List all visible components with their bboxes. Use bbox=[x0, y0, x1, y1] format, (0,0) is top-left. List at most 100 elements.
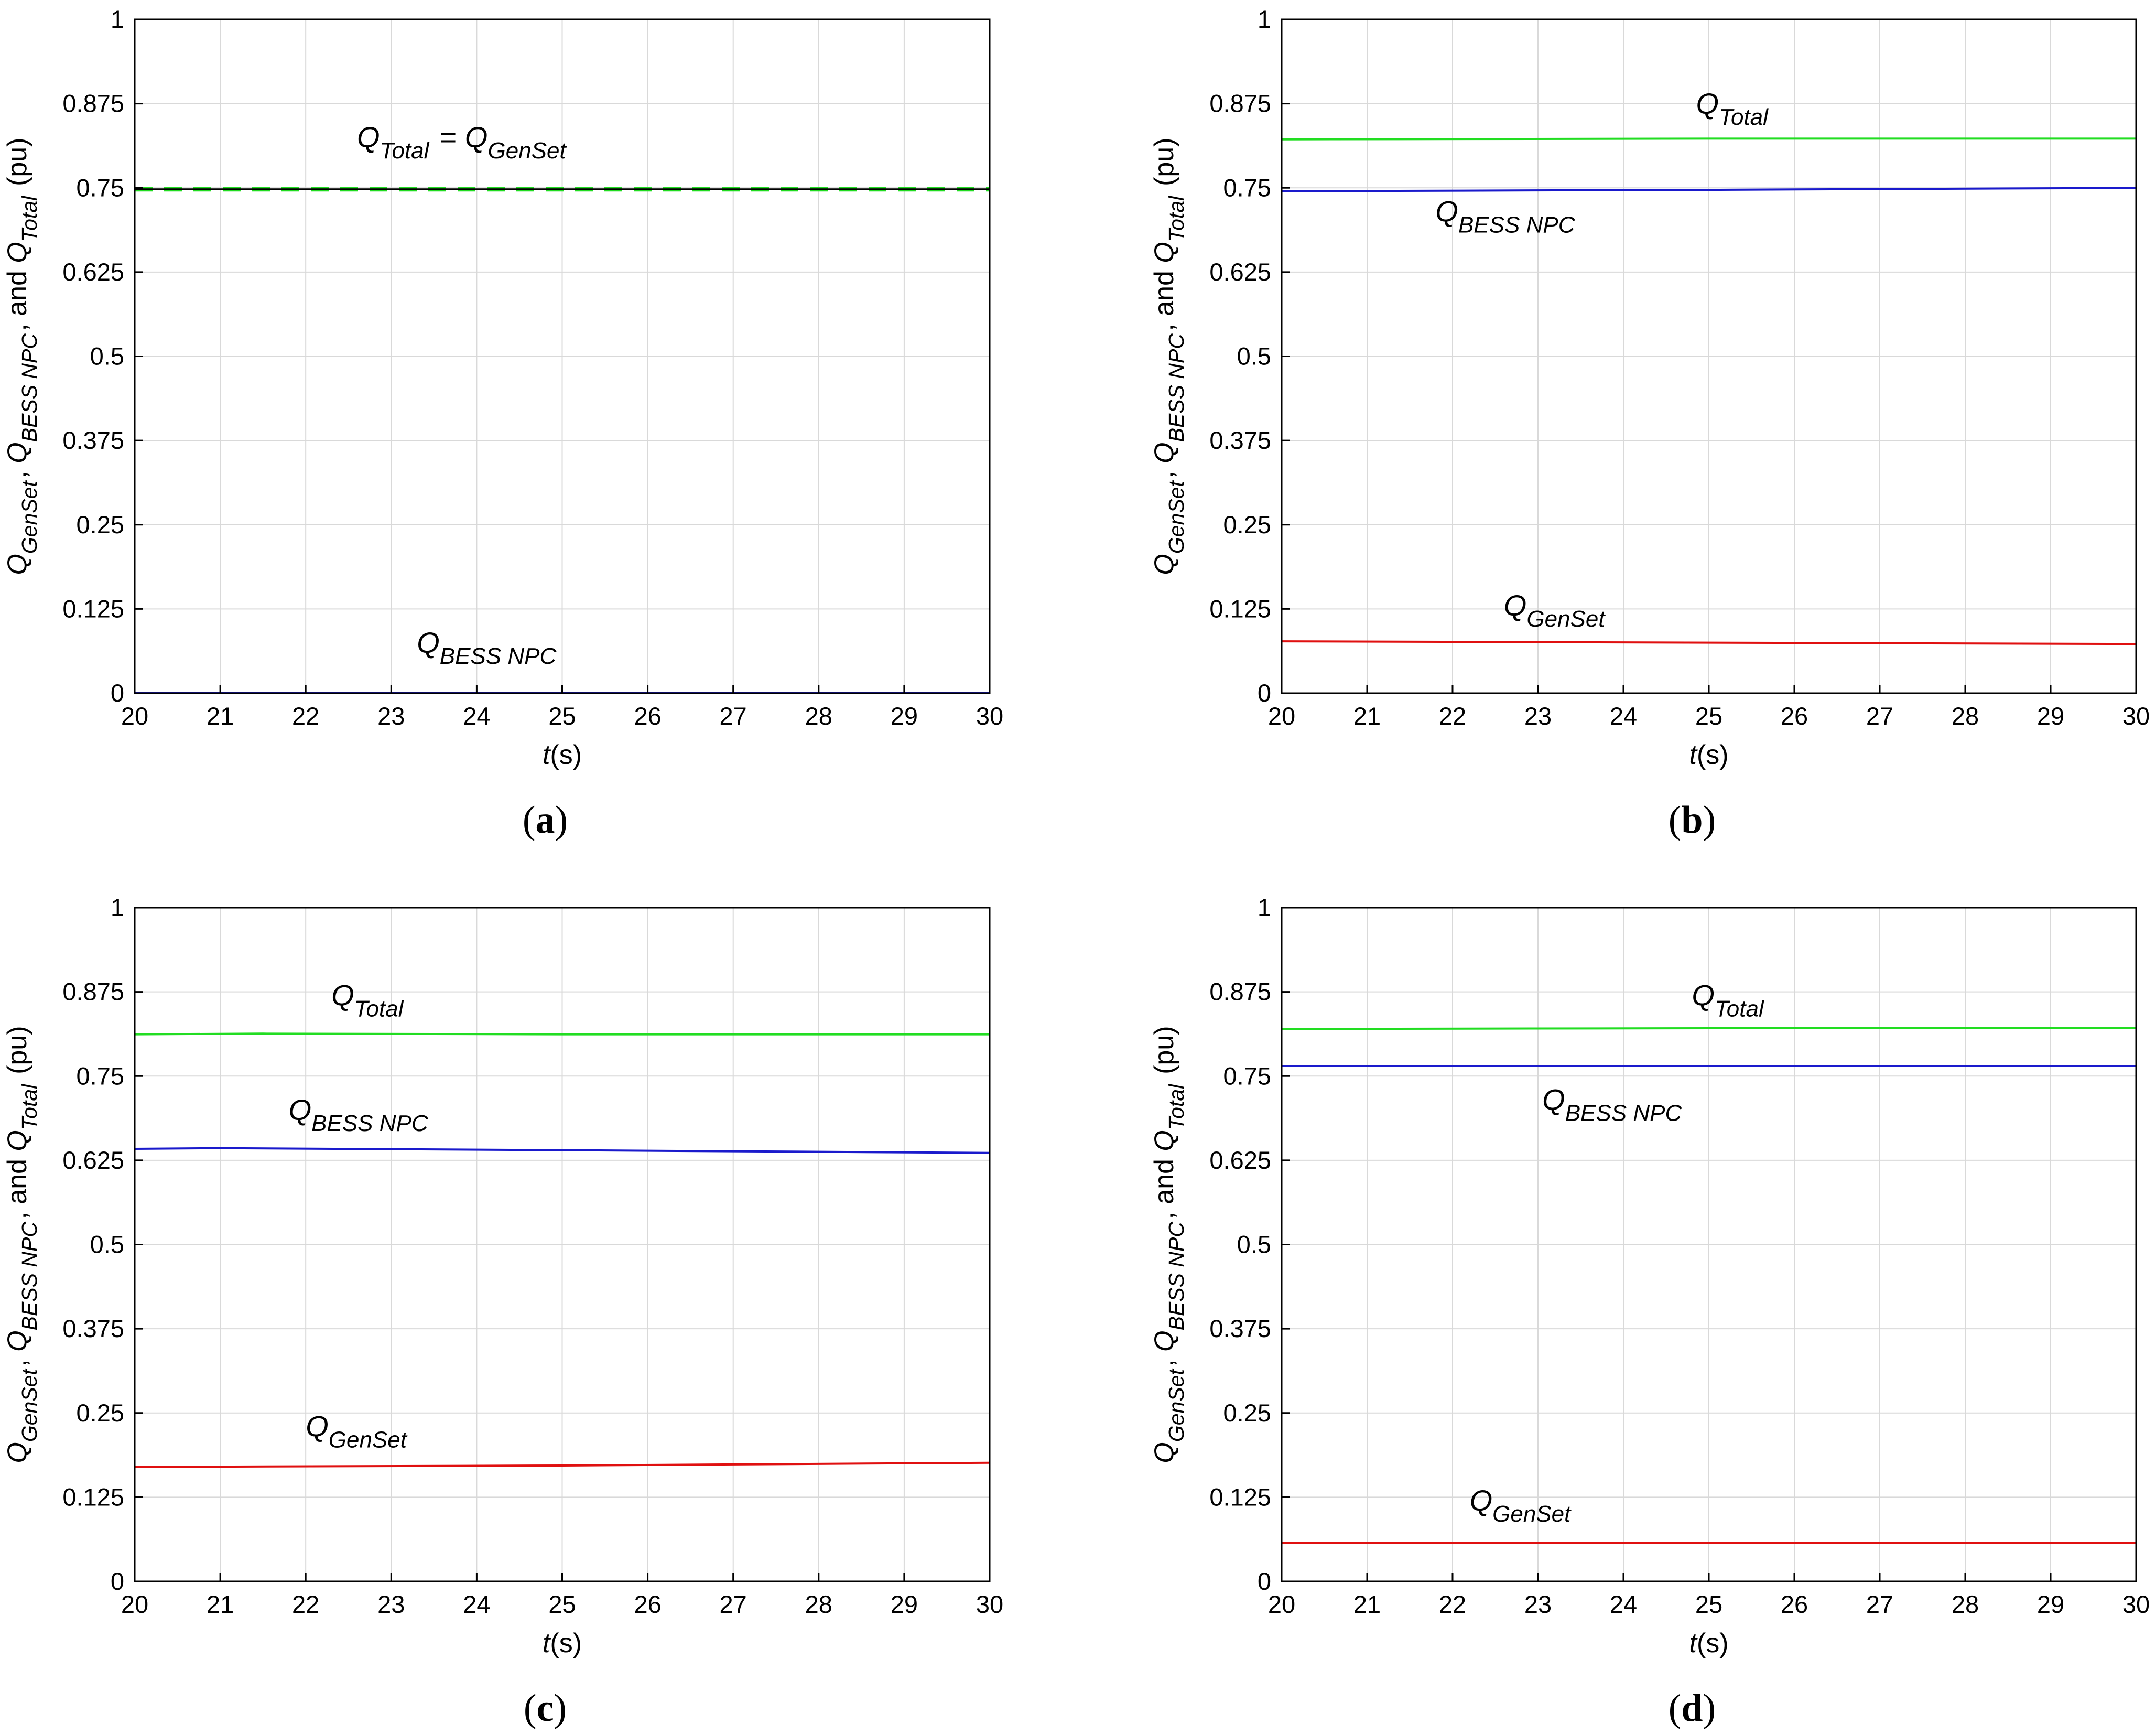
panel-label: (b) bbox=[1669, 799, 1716, 842]
y-tick-label: 0.125 bbox=[62, 595, 124, 622]
x-tick-label: 20 bbox=[1268, 1590, 1295, 1618]
x-tick-label: 25 bbox=[548, 1590, 576, 1618]
series-annotation: QGenSet bbox=[1470, 1484, 1573, 1527]
y-tick-label: 1 bbox=[1258, 5, 1271, 33]
y-tick-label: 0.625 bbox=[1209, 258, 1271, 286]
y-axis-label: QGenSet , QBESS NPC , and QTotal (pu) bbox=[1149, 1026, 1188, 1463]
x-tick-label: 28 bbox=[1952, 1590, 1979, 1618]
x-tick-label: 24 bbox=[463, 1590, 490, 1618]
x-tick-label: 30 bbox=[2122, 702, 2150, 730]
x-axis-label: t(s) bbox=[1689, 740, 1728, 770]
y-tick-label: 0 bbox=[1258, 1567, 1271, 1595]
panel-label: (a) bbox=[523, 799, 568, 842]
x-tick-label: 25 bbox=[548, 702, 576, 730]
x-axis-label: t(s) bbox=[1689, 1628, 1728, 1658]
x-tick-label: 21 bbox=[207, 1590, 234, 1618]
x-tick-label: 26 bbox=[1781, 702, 1808, 730]
x-tick-label: 22 bbox=[292, 1590, 319, 1618]
x-tick-label: 27 bbox=[1866, 702, 1893, 730]
x-tick-label: 29 bbox=[2037, 1590, 2064, 1618]
series-annotation: QBESS NPC bbox=[1435, 195, 1577, 238]
panel-label: (d) bbox=[1669, 1687, 1716, 1730]
x-tick-label: 20 bbox=[121, 1590, 148, 1618]
y-tick-label: 1 bbox=[111, 893, 124, 921]
series-annotation: QBESS NPC bbox=[289, 1093, 431, 1136]
series-line-q-genset bbox=[134, 1461, 990, 1468]
x-tick-label: 24 bbox=[1610, 1590, 1637, 1618]
y-tick-label: 0.625 bbox=[62, 1146, 124, 1174]
x-tick-label: 28 bbox=[1952, 702, 1979, 730]
x-tick-label: 21 bbox=[1353, 702, 1381, 730]
x-tick-label: 29 bbox=[891, 702, 918, 730]
series-annotation: QBESS NPC bbox=[1542, 1083, 1684, 1126]
y-axis-label: QGenSet , QBESS NPC , and QTotal (pu) bbox=[2, 1026, 41, 1463]
y-tick-label: 0.5 bbox=[90, 342, 124, 370]
chart-panel-b: 20 21 22 23 24 25 26 27 28 29 30 0 0.125 0.25 0.375 0.5… bbox=[1149, 5, 2150, 770]
x-tick-label: 23 bbox=[1524, 702, 1552, 730]
x-tick-label: 30 bbox=[976, 1590, 1003, 1618]
y-tick-label: 0.375 bbox=[1209, 1315, 1271, 1342]
y-tick-label: 0.25 bbox=[1223, 511, 1271, 538]
x-axis-label: t(s) bbox=[543, 1628, 582, 1658]
y-tick-label: 0 bbox=[1258, 679, 1271, 707]
x-tick-label: 23 bbox=[377, 702, 405, 730]
y-tick-label: 0.875 bbox=[62, 90, 124, 117]
y-tick-label: 0.75 bbox=[77, 1062, 124, 1090]
x-tick-label: 20 bbox=[1268, 702, 1295, 730]
y-tick-label: 0.25 bbox=[77, 1399, 124, 1427]
x-tick-label: 23 bbox=[377, 1590, 405, 1618]
x-tick-label: 26 bbox=[634, 702, 661, 730]
y-tick-label: 0.125 bbox=[1209, 595, 1271, 622]
series-annotation: QGenSet bbox=[1504, 589, 1607, 632]
y-tick-label: 0.875 bbox=[1209, 978, 1271, 1006]
x-tick-label: 25 bbox=[1695, 1590, 1722, 1618]
y-tick-label: 0 bbox=[111, 679, 124, 707]
series-line-q-bess-npc bbox=[1281, 187, 2137, 192]
series-annotation: QTotal bbox=[1692, 978, 1766, 1021]
chart-panel-a: 20 21 22 23 24 25 26 27 28 29 30 0 0.125 0.25 0.375 0.5… bbox=[2, 5, 1003, 770]
x-tick-label: 24 bbox=[1610, 702, 1637, 730]
series-line-q-bess-npc bbox=[134, 1147, 990, 1154]
x-tick-label: 27 bbox=[720, 702, 747, 730]
series-line-q-genset bbox=[1281, 640, 2137, 645]
x-tick-label: 21 bbox=[1353, 1590, 1381, 1618]
y-tick-label: 0.5 bbox=[1237, 342, 1271, 370]
y-tick-label: 0.875 bbox=[1209, 90, 1271, 117]
x-tick-label: 22 bbox=[1439, 702, 1466, 730]
y-tick-label: 0.5 bbox=[90, 1231, 124, 1258]
y-tick-label: 0.75 bbox=[77, 174, 124, 201]
y-tick-label: 1 bbox=[111, 5, 124, 33]
series-annotation: QBESS NPC bbox=[417, 626, 559, 669]
x-tick-label: 22 bbox=[1439, 1590, 1466, 1618]
y-tick-label: 0.375 bbox=[62, 426, 124, 454]
y-axis-label: QGenSet , QBESS NPC , and QTotal (pu) bbox=[2, 137, 41, 575]
x-tick-label: 22 bbox=[292, 702, 319, 730]
x-tick-label: 27 bbox=[720, 1590, 747, 1618]
series-annotation: QGenSet bbox=[306, 1410, 409, 1453]
y-axis-label: QGenSet , QBESS NPC , and QTotal (pu) bbox=[1149, 137, 1188, 575]
series-line-q-total bbox=[134, 1032, 990, 1036]
x-tick-label: 29 bbox=[891, 1590, 918, 1618]
x-tick-label: 23 bbox=[1524, 1590, 1552, 1618]
y-tick-label: 0.875 bbox=[62, 978, 124, 1006]
chart-panel-c: 20 21 22 23 24 25 26 27 28 29 30 0 0.125 0.25 0.375 0.5… bbox=[2, 893, 1003, 1658]
y-tick-label: 0 bbox=[111, 1567, 124, 1595]
x-tick-label: 30 bbox=[2122, 1590, 2150, 1618]
y-tick-label: 0.5 bbox=[1237, 1231, 1271, 1258]
y-tick-label: 0.75 bbox=[1223, 174, 1271, 201]
x-tick-label: 25 bbox=[1695, 702, 1722, 730]
y-tick-label: 0.125 bbox=[62, 1483, 124, 1511]
x-tick-label: 29 bbox=[2037, 702, 2064, 730]
y-tick-label: 0.125 bbox=[1209, 1483, 1271, 1511]
y-tick-label: 0.75 bbox=[1223, 1062, 1271, 1090]
x-tick-label: 27 bbox=[1866, 1590, 1893, 1618]
y-tick-label: 0.375 bbox=[62, 1315, 124, 1342]
x-tick-label: 24 bbox=[463, 702, 490, 730]
panel-label: (c) bbox=[524, 1687, 567, 1730]
series-annotation: QTotal bbox=[331, 978, 406, 1021]
x-axis-label: t(s) bbox=[543, 740, 582, 770]
y-tick-label: 0.625 bbox=[1209, 1146, 1271, 1174]
x-tick-label: 21 bbox=[207, 702, 234, 730]
chart-panel-d: 20 21 22 23 24 25 26 27 28 29 30 0 0.125 0.25 0.375 0.5… bbox=[1149, 893, 2150, 1658]
